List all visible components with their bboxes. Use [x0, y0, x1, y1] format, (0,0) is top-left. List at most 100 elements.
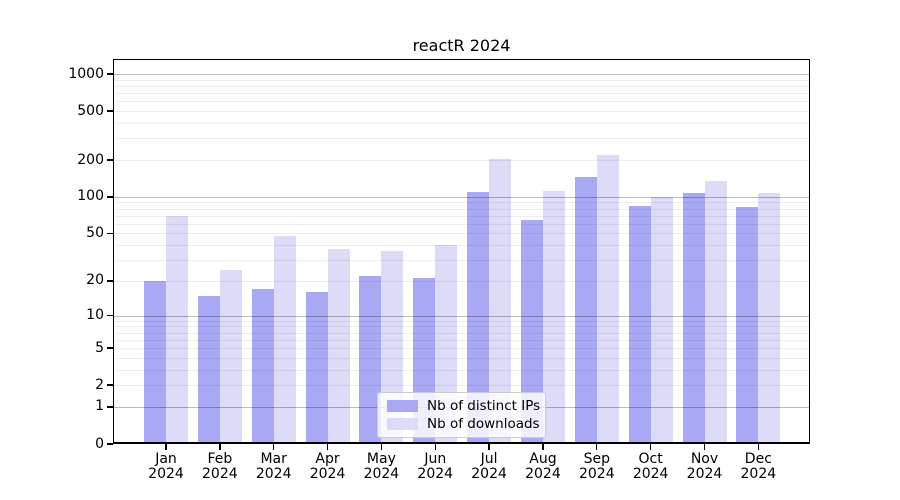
gridline-70	[114, 215, 809, 217]
gridline-600	[114, 101, 809, 103]
gridline-4	[114, 357, 809, 359]
y-tick-label-0: 0	[95, 435, 104, 452]
x-tick-mark-mar	[273, 444, 275, 450]
x-tick-label-jul: Jul 2024	[453, 452, 525, 482]
plot-frame	[113, 59, 810, 444]
y-tick-label-500: 500	[77, 102, 104, 119]
y-tick-label-10: 10	[86, 307, 104, 324]
gridline-900	[114, 79, 809, 81]
gridline-60	[114, 223, 809, 225]
bar-downloads-jul	[489, 159, 512, 444]
x-tick-year: 2024	[363, 466, 400, 482]
gridline-10	[114, 315, 809, 317]
x-tick-mark-nov	[703, 444, 706, 450]
y-tick-label-200: 200	[77, 151, 104, 168]
x-tick-year: 2024	[417, 466, 454, 482]
x-tick-label-aug: Aug 2024	[507, 452, 579, 482]
bar-downloads-jan	[166, 216, 188, 444]
y-tick-mark-1000	[107, 73, 113, 75]
x-tick-label-oct: Oct 2024	[615, 452, 687, 482]
x-tick-year: 2024	[148, 466, 184, 482]
legend-swatch-downloads	[387, 418, 418, 430]
x-tick-label-dec: Dec 2024	[722, 452, 794, 482]
bar-ips-nov	[682, 192, 705, 444]
gridline-8	[114, 326, 809, 328]
gridline-200	[114, 160, 809, 162]
gridline-40	[114, 245, 809, 247]
x-tick-year: 2024	[686, 466, 723, 482]
chart-title: reactR 2024	[412, 36, 511, 55]
x-tick-year: 2024	[202, 466, 238, 482]
y-tick-mark-20	[107, 280, 113, 282]
gridline-2	[114, 385, 809, 387]
gridline-400	[114, 123, 809, 125]
y-tick-mark-500	[107, 110, 113, 112]
y-tick-mark-1	[107, 406, 113, 408]
gridline-7	[114, 332, 809, 334]
y-tick-label-5: 5	[95, 339, 104, 356]
legend: Nb of distinct IPs Nb of downloads	[377, 392, 546, 438]
gridline-20	[114, 280, 809, 282]
x-tick-mark-sep	[596, 444, 598, 450]
gridline-500	[114, 111, 809, 113]
gridline-5	[114, 348, 809, 350]
gridline-50	[114, 233, 809, 235]
x-tick-mark-may	[380, 444, 383, 450]
x-tick-label-may: May 2024	[345, 452, 417, 482]
y-tick-mark-0	[107, 443, 113, 445]
x-tick-label-jan: Jan 2024	[130, 452, 202, 482]
gridline-1000	[114, 74, 809, 76]
bar-ips-mar	[251, 289, 274, 444]
x-tick-mark-jul	[488, 444, 490, 450]
bar-downloads-oct	[650, 196, 673, 444]
bar-downloads-apr	[327, 249, 350, 444]
x-tick-label-apr: Apr 2024	[292, 452, 364, 482]
gridline-80	[114, 208, 809, 210]
y-tick-mark-10	[107, 314, 113, 317]
y-tick-mark-100	[107, 196, 113, 198]
x-tick-mark-jan	[165, 444, 167, 450]
x-tick-mark-apr	[326, 444, 329, 450]
bar-ips-aug	[520, 219, 543, 444]
x-tick-year: 2024	[309, 466, 346, 482]
legend-row-downloads: Nb of downloads	[387, 416, 540, 432]
x-tick-mark-oct	[649, 444, 652, 450]
x-tick-year: 2024	[632, 466, 669, 482]
x-tick-mark-aug	[542, 444, 544, 450]
bar-ips-apr	[305, 292, 328, 444]
y-tick-label-50: 50	[86, 224, 104, 241]
bar-ips-sep	[574, 177, 597, 444]
x-tick-label-mar: Mar 2024	[238, 452, 310, 482]
x-tick-label-nov: Nov 2024	[669, 452, 741, 482]
y-tick-mark-200	[107, 159, 113, 161]
gridline-90	[114, 202, 809, 204]
bar-ips-jan	[144, 280, 166, 444]
gridline-3	[114, 369, 809, 371]
x-tick-mark-dec	[757, 444, 760, 450]
bar-downloads-mar	[273, 235, 296, 444]
x-tick-year: 2024	[740, 466, 777, 482]
y-tick-label-1000: 1000	[68, 65, 104, 82]
y-tick-label-2: 2	[95, 376, 104, 393]
x-tick-year: 2024	[525, 466, 561, 482]
gridline-9	[114, 320, 809, 322]
x-tick-year: 2024	[471, 466, 507, 482]
bar-downloads-sep	[596, 154, 619, 444]
legend-label-distinct-ips: Nb of distinct IPs	[427, 398, 541, 414]
bar-downloads-dec	[758, 192, 781, 444]
bar-downloads-aug	[542, 190, 565, 444]
bar-downloads-nov	[704, 181, 727, 444]
y-tick-label-20: 20	[86, 272, 104, 289]
x-tick-year: 2024	[255, 466, 292, 482]
x-tick-label-sep: Sep 2024	[561, 452, 633, 482]
gridline-6	[114, 339, 809, 341]
bar-ips-jul	[467, 192, 490, 444]
legend-row-distinct-ips: Nb of distinct IPs	[387, 398, 540, 414]
bar-ips-dec	[736, 207, 759, 444]
x-tick-year: 2024	[578, 466, 615, 482]
x-tick-mark-jun	[434, 444, 436, 450]
legend-swatch-distinct-ips	[387, 400, 418, 412]
y-tick-label-100: 100	[77, 188, 104, 205]
y-tick-mark-5	[107, 347, 113, 349]
